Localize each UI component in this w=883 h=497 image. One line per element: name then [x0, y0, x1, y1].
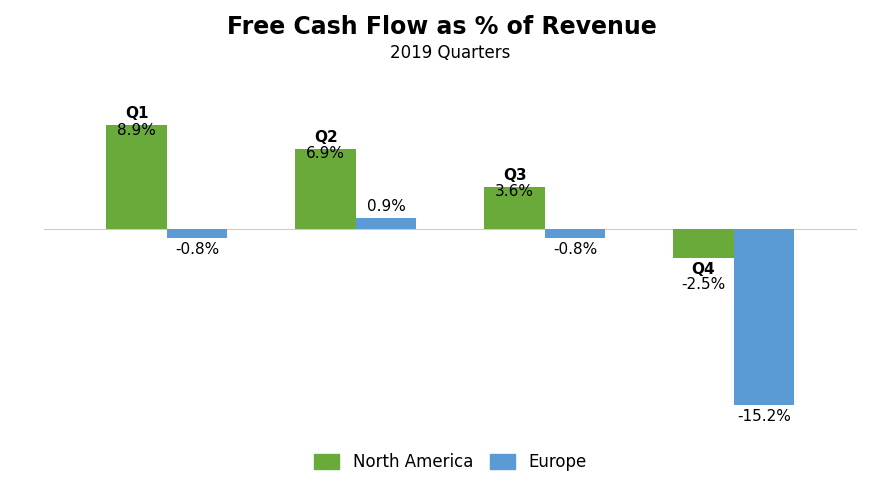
Text: -0.8%: -0.8%	[175, 242, 219, 257]
Bar	[545, 229, 605, 238]
Text: -15.2%: -15.2%	[737, 409, 791, 424]
Text: -0.8%: -0.8%	[553, 242, 597, 257]
Bar	[296, 149, 356, 229]
Text: Q3: Q3	[502, 168, 526, 183]
Bar	[734, 229, 794, 405]
Text: Free Cash Flow as % of Revenue: Free Cash Flow as % of Revenue	[227, 15, 656, 39]
Bar	[107, 125, 167, 229]
Text: Q4: Q4	[691, 261, 715, 277]
Text: 3.6%: 3.6%	[495, 184, 534, 199]
Text: 8.9%: 8.9%	[117, 122, 156, 138]
Bar	[356, 218, 416, 229]
Bar	[167, 229, 228, 238]
Text: 6.9%: 6.9%	[306, 146, 345, 161]
Legend: North America, Europe: North America, Europe	[307, 446, 593, 478]
Text: Q2: Q2	[313, 130, 337, 145]
Text: -2.5%: -2.5%	[682, 277, 726, 292]
Bar	[673, 229, 734, 257]
Text: 2019 Quarters: 2019 Quarters	[390, 44, 510, 62]
Text: 0.9%: 0.9%	[366, 199, 405, 214]
Bar	[485, 187, 545, 229]
Text: Q1: Q1	[125, 106, 148, 121]
